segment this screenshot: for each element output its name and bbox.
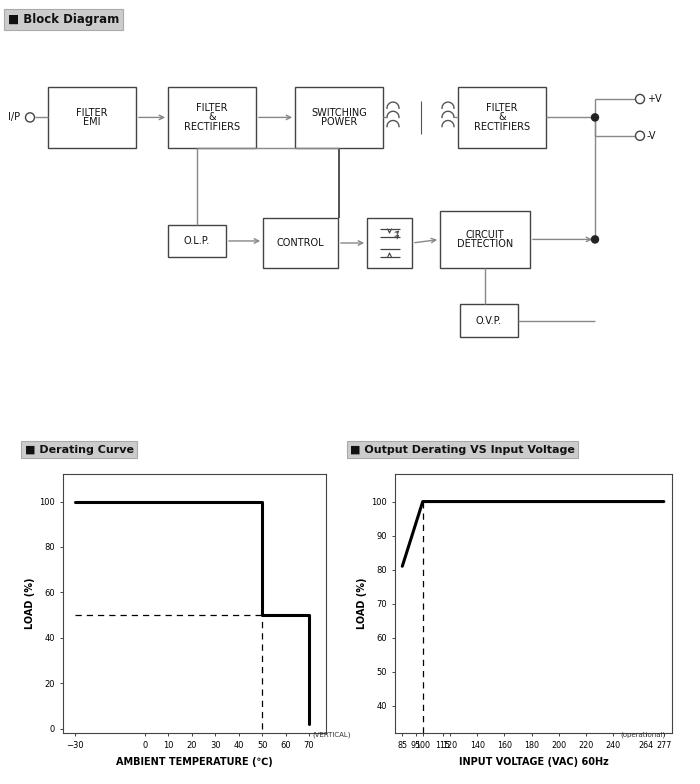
X-axis label: INPUT VOLTAGE (VAC) 60Hz: INPUT VOLTAGE (VAC) 60Hz	[459, 757, 608, 768]
Text: &: &	[498, 112, 506, 122]
Text: +V: +V	[647, 94, 662, 104]
Y-axis label: LOAD (%): LOAD (%)	[357, 578, 368, 630]
Text: RECTIFIERS: RECTIFIERS	[184, 122, 240, 132]
Bar	[458, 87, 546, 148]
Bar	[48, 87, 136, 148]
Text: I/P: I/P	[8, 112, 20, 122]
Text: POWER: POWER	[321, 117, 357, 127]
Text: FILTER: FILTER	[196, 103, 228, 113]
Y-axis label: LOAD (%): LOAD (%)	[25, 578, 35, 630]
Text: (operational): (operational)	[620, 731, 665, 738]
Circle shape	[592, 114, 598, 121]
Bar	[440, 212, 530, 267]
Circle shape	[636, 94, 645, 103]
Text: O.L.P.: O.L.P.	[184, 236, 210, 246]
Text: ■ Block Diagram: ■ Block Diagram	[8, 13, 119, 27]
Text: ■ Output Derating VS Input Voltage: ■ Output Derating VS Input Voltage	[350, 445, 575, 455]
Text: FILTER: FILTER	[486, 103, 518, 113]
Text: DETECTION: DETECTION	[457, 239, 513, 249]
Bar	[168, 225, 226, 257]
Text: O.V.P.: O.V.P.	[476, 316, 502, 325]
Bar	[460, 304, 518, 337]
Circle shape	[25, 113, 34, 122]
Bar	[168, 87, 256, 148]
Text: CIRCUIT: CIRCUIT	[466, 230, 504, 240]
Text: EMI: EMI	[83, 117, 101, 127]
Text: RECTIFIERS: RECTIFIERS	[474, 122, 530, 132]
X-axis label: AMBIENT TEMPERATURE (℃): AMBIENT TEMPERATURE (℃)	[116, 757, 272, 768]
Bar	[295, 87, 383, 148]
Circle shape	[592, 236, 598, 243]
Text: CONTROL: CONTROL	[276, 238, 324, 248]
Circle shape	[636, 131, 645, 140]
Text: FILTER: FILTER	[76, 108, 108, 118]
Text: -V: -V	[647, 131, 657, 141]
Text: &: &	[208, 112, 216, 122]
Bar	[367, 219, 412, 267]
Text: SWITCHING: SWITCHING	[311, 108, 367, 118]
Bar	[263, 219, 338, 267]
Text: (VERTICAL): (VERTICAL)	[313, 732, 351, 739]
Text: ■ Derating Curve: ■ Derating Curve	[25, 445, 134, 455]
